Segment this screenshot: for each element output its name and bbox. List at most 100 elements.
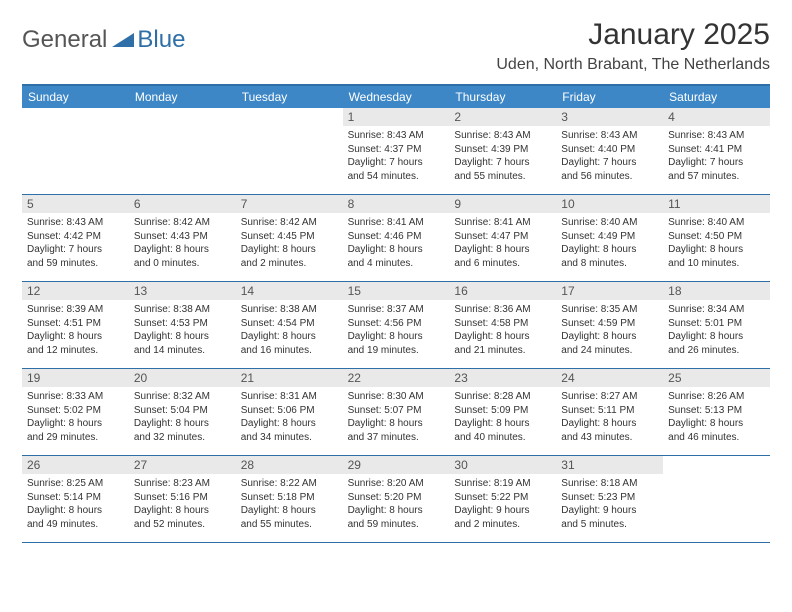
day-number: 28 xyxy=(241,458,338,472)
week-row: 12Sunrise: 8:39 AMSunset: 4:51 PMDayligh… xyxy=(22,282,770,369)
day-info: Sunrise: 8:43 AMSunset: 4:37 PMDaylight:… xyxy=(348,129,445,183)
calendar-cell: 31Sunrise: 8:18 AMSunset: 5:23 PMDayligh… xyxy=(556,456,663,542)
info-sunrise: Sunrise: 8:18 AM xyxy=(561,477,658,491)
day-info: Sunrise: 8:32 AMSunset: 5:04 PMDaylight:… xyxy=(134,390,231,444)
day-number: 10 xyxy=(561,197,658,211)
day-info: Sunrise: 8:33 AMSunset: 5:02 PMDaylight:… xyxy=(27,390,124,444)
day-header: Wednesday xyxy=(343,86,450,108)
calendar-cell: 2Sunrise: 8:43 AMSunset: 4:39 PMDaylight… xyxy=(449,108,556,194)
day-info: Sunrise: 8:41 AMSunset: 4:46 PMDaylight:… xyxy=(348,216,445,270)
info-sunrise: Sunrise: 8:43 AM xyxy=(348,129,445,143)
day-info: Sunrise: 8:40 AMSunset: 4:50 PMDaylight:… xyxy=(668,216,765,270)
info-dl2: and 49 minutes. xyxy=(27,518,124,532)
info-sunset: Sunset: 4:45 PM xyxy=(241,230,338,244)
day-number: 25 xyxy=(668,371,765,385)
week-row: 1 Sunrise: 8:43 AMSunset: 4:37 PMDaylight… xyxy=(22,108,770,195)
info-sunrise: Sunrise: 8:40 AM xyxy=(668,216,765,230)
calendar: SundayMondayTuesdayWednesdayThursdayFrid… xyxy=(22,84,770,543)
day-info: Sunrise: 8:36 AMSunset: 4:58 PMDaylight:… xyxy=(454,303,551,357)
info-dl1: Daylight: 8 hours xyxy=(134,330,231,344)
day-info: Sunrise: 8:35 AMSunset: 4:59 PMDaylight:… xyxy=(561,303,658,357)
daynum-band: 25 xyxy=(663,369,770,387)
day-info: Sunrise: 8:28 AMSunset: 5:09 PMDaylight:… xyxy=(454,390,551,444)
daynum-band: 20 xyxy=(129,369,236,387)
calendar-cell: 21Sunrise: 8:31 AMSunset: 5:06 PMDayligh… xyxy=(236,369,343,455)
info-sunrise: Sunrise: 8:26 AM xyxy=(668,390,765,404)
info-sunset: Sunset: 5:20 PM xyxy=(348,491,445,505)
info-dl1: Daylight: 8 hours xyxy=(561,417,658,431)
calendar-cell: 3Sunrise: 8:43 AMSunset: 4:40 PMDaylight… xyxy=(556,108,663,194)
info-dl2: and 10 minutes. xyxy=(668,257,765,271)
info-sunrise: Sunrise: 8:28 AM xyxy=(454,390,551,404)
location-text: Uden, North Brabant, The Netherlands xyxy=(496,56,770,74)
daynum-band: 30 xyxy=(449,456,556,474)
calendar-cell: 4Sunrise: 8:43 AMSunset: 4:41 PMDaylight… xyxy=(663,108,770,194)
info-dl1: Daylight: 8 hours xyxy=(668,417,765,431)
daynum-band: 28 xyxy=(236,456,343,474)
info-sunset: Sunset: 5:04 PM xyxy=(134,404,231,418)
calendar-cell: 17 Sunrise: 8:35 AMSunset: 4:59 PMDayligh… xyxy=(556,282,663,368)
calendar-cell: 6Sunrise: 8:42 AMSunset: 4:43 PMDaylight… xyxy=(129,195,236,281)
day-number: 1 xyxy=(348,110,445,124)
info-dl2: and 57 minutes. xyxy=(668,170,765,184)
info-dl2: and 24 minutes. xyxy=(561,344,658,358)
info-sunrise: Sunrise: 8:39 AM xyxy=(27,303,124,317)
info-dl1: Daylight: 8 hours xyxy=(241,504,338,518)
info-sunset: Sunset: 4:56 PM xyxy=(348,317,445,331)
info-dl2: and 34 minutes. xyxy=(241,431,338,445)
week-row: 19Sunrise: 8:33 AMSunset: 5:02 PMDayligh… xyxy=(22,369,770,456)
info-sunrise: Sunrise: 8:43 AM xyxy=(668,129,765,143)
day-number: 27 xyxy=(134,458,231,472)
day-info: Sunrise: 8:30 AMSunset: 5:07 PMDaylight:… xyxy=(348,390,445,444)
calendar-cell: 15Sunrise: 8:37 AMSunset: 4:56 PMDayligh… xyxy=(343,282,450,368)
info-dl1: Daylight: 8 hours xyxy=(561,243,658,257)
info-sunrise: Sunrise: 8:31 AM xyxy=(241,390,338,404)
day-info: Sunrise: 8:22 AMSunset: 5:18 PMDaylight:… xyxy=(241,477,338,531)
info-dl1: Daylight: 7 hours xyxy=(348,156,445,170)
day-info: Sunrise: 8:39 AMSunset: 4:51 PMDaylight:… xyxy=(27,303,124,357)
day-number: 24 xyxy=(561,371,658,385)
day-header: Thursday xyxy=(449,86,556,108)
info-dl1: Daylight: 8 hours xyxy=(27,417,124,431)
info-dl2: and 26 minutes. xyxy=(668,344,765,358)
calendar-cell: 12Sunrise: 8:39 AMSunset: 4:51 PMDayligh… xyxy=(22,282,129,368)
info-sunset: Sunset: 5:14 PM xyxy=(27,491,124,505)
daynum-band: 10 xyxy=(556,195,663,213)
calendar-cell: 23Sunrise: 8:28 AMSunset: 5:09 PMDayligh… xyxy=(449,369,556,455)
info-dl1: Daylight: 7 hours xyxy=(668,156,765,170)
day-number: 31 xyxy=(561,458,658,472)
info-dl1: Daylight: 8 hours xyxy=(27,330,124,344)
daynum-band: 17 xyxy=(556,282,663,300)
day-header: Tuesday xyxy=(236,86,343,108)
day-info: Sunrise: 8:43 AMSunset: 4:39 PMDaylight:… xyxy=(454,129,551,183)
info-sunset: Sunset: 5:01 PM xyxy=(668,317,765,331)
info-sunrise: Sunrise: 8:35 AM xyxy=(561,303,658,317)
day-header: Saturday xyxy=(663,86,770,108)
day-header: Monday xyxy=(129,86,236,108)
info-dl1: Daylight: 8 hours xyxy=(454,417,551,431)
calendar-cell: 9Sunrise: 8:41 AMSunset: 4:47 PMDaylight… xyxy=(449,195,556,281)
info-dl2: and 54 minutes. xyxy=(348,170,445,184)
info-dl1: Daylight: 8 hours xyxy=(27,504,124,518)
info-dl2: and 2 minutes. xyxy=(241,257,338,271)
info-dl2: and 52 minutes. xyxy=(134,518,231,532)
daynum-band: 6 xyxy=(129,195,236,213)
daynum-band: 7 xyxy=(236,195,343,213)
title-block: January 2025 Uden, North Brabant, The Ne… xyxy=(496,18,770,74)
daynum-band: 14 xyxy=(236,282,343,300)
day-info: Sunrise: 8:37 AMSunset: 4:56 PMDaylight:… xyxy=(348,303,445,357)
info-dl1: Daylight: 8 hours xyxy=(454,243,551,257)
day-number: 21 xyxy=(241,371,338,385)
logo-text-blue: Blue xyxy=(137,26,185,54)
info-sunset: Sunset: 4:50 PM xyxy=(668,230,765,244)
info-dl2: and 29 minutes. xyxy=(27,431,124,445)
info-dl2: and 59 minutes. xyxy=(27,257,124,271)
info-dl2: and 55 minutes. xyxy=(454,170,551,184)
info-dl1: Daylight: 8 hours xyxy=(241,417,338,431)
daynum-band: 13 xyxy=(129,282,236,300)
calendar-cell: 25Sunrise: 8:26 AMSunset: 5:13 PMDayligh… xyxy=(663,369,770,455)
calendar-cell: 8Sunrise: 8:41 AMSunset: 4:46 PMDaylight… xyxy=(343,195,450,281)
day-info: Sunrise: 8:43 AMSunset: 4:42 PMDaylight:… xyxy=(27,216,124,270)
info-dl2: and 46 minutes. xyxy=(668,431,765,445)
day-info: Sunrise: 8:27 AMSunset: 5:11 PMDaylight:… xyxy=(561,390,658,444)
